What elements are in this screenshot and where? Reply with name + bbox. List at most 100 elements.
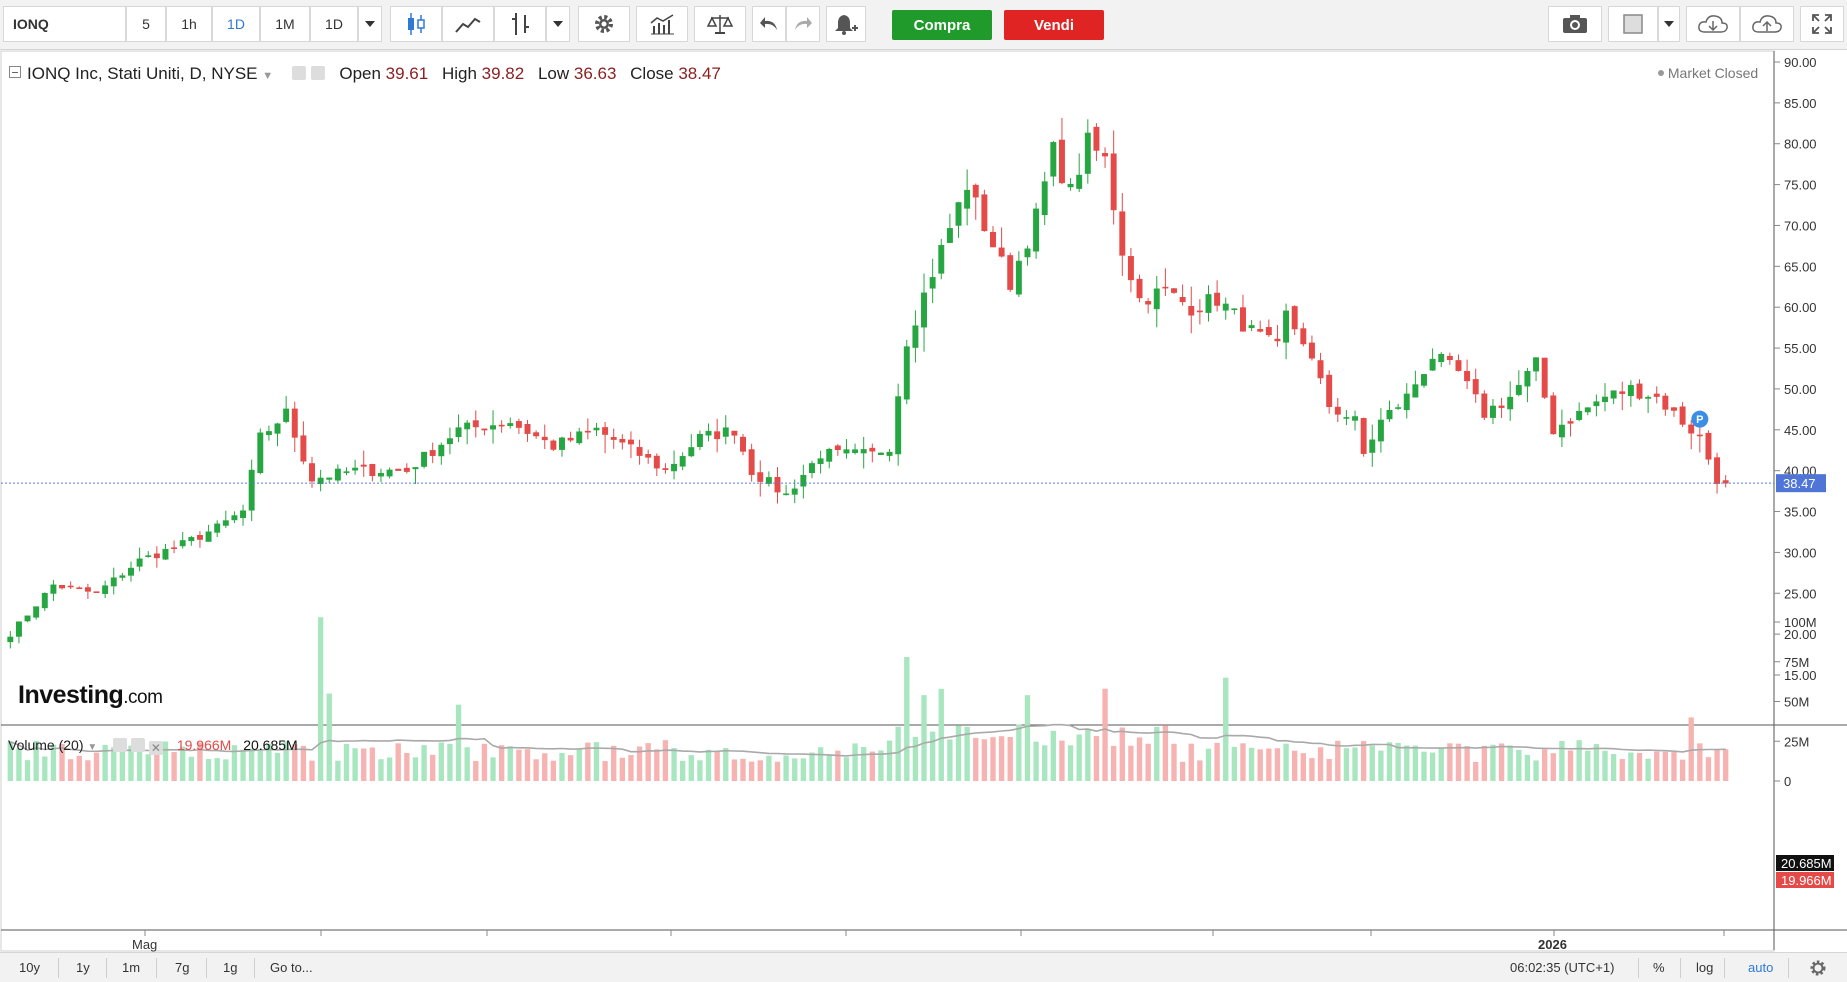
volume-bar bbox=[895, 726, 901, 781]
range-1g[interactable]: 1g bbox=[223, 960, 238, 975]
volume-bar bbox=[352, 748, 358, 781]
volume-bar bbox=[205, 758, 212, 781]
volume-bar bbox=[1042, 745, 1048, 781]
candle-body bbox=[524, 423, 531, 434]
visibility-icon[interactable] bbox=[291, 66, 306, 80]
candle-body bbox=[507, 423, 514, 426]
indicators-dropdown[interactable] bbox=[546, 6, 570, 42]
template-button[interactable] bbox=[1608, 6, 1658, 42]
volume-visibility-icon[interactable] bbox=[113, 738, 128, 752]
candle-body bbox=[50, 584, 57, 594]
candle-body bbox=[1153, 288, 1160, 310]
auto-toggle[interactable]: auto bbox=[1748, 960, 1774, 975]
volume-bar bbox=[93, 752, 100, 781]
candles-button[interactable] bbox=[390, 6, 442, 42]
volume-close-icon[interactable]: ✕ bbox=[148, 741, 163, 755]
cloud-upload-button[interactable] bbox=[1740, 6, 1794, 42]
volume-bar bbox=[938, 688, 944, 781]
volume-bar bbox=[567, 755, 574, 781]
volume-bar bbox=[1093, 736, 1100, 781]
redo-icon bbox=[795, 17, 812, 30]
current-price-label: 38.47 bbox=[1783, 476, 1816, 491]
redo-button[interactable] bbox=[786, 6, 820, 42]
title-dropdown-icon[interactable]: ▼ bbox=[262, 70, 274, 82]
price-tick-label: 80.00 bbox=[1784, 137, 1817, 152]
candle-body bbox=[472, 420, 479, 428]
cloud-download-button[interactable] bbox=[1686, 6, 1740, 42]
volume-dropdown-icon[interactable]: ▼ bbox=[87, 742, 98, 753]
candle-body bbox=[128, 567, 134, 576]
alert-button[interactable] bbox=[826, 6, 866, 42]
volume-bar bbox=[1266, 748, 1272, 781]
fullscreen-button[interactable] bbox=[1800, 6, 1844, 42]
symbol-input[interactable]: IONQ bbox=[3, 6, 126, 42]
volume-badge-label: 19.966M bbox=[1781, 873, 1832, 888]
volume-bar bbox=[1438, 747, 1444, 781]
percent-toggle[interactable]: % bbox=[1653, 960, 1665, 975]
gear-icon[interactable] bbox=[1809, 959, 1827, 977]
volume-bar bbox=[1223, 677, 1229, 781]
range-10y[interactable]: 10y bbox=[19, 960, 40, 975]
interval-dropdown[interactable] bbox=[358, 6, 382, 42]
candle-body bbox=[1127, 256, 1134, 281]
line-chart-button[interactable] bbox=[442, 6, 494, 42]
buy-button[interactable]: Compra bbox=[892, 10, 992, 40]
chart-title[interactable]: IONQ Inc, Stati Uniti, D, NYSE bbox=[27, 64, 258, 83]
volume-bar bbox=[1550, 753, 1556, 781]
candle-body bbox=[1524, 370, 1531, 387]
volume-bar bbox=[1636, 753, 1643, 781]
volume-bar bbox=[1343, 748, 1350, 781]
screenshot-button[interactable] bbox=[1548, 6, 1602, 42]
volume-title[interactable]: Volume (20) bbox=[8, 737, 84, 753]
price-chart[interactable]: 90.00 85.00 80.00 75.00 70.00 65.00 60.00 55.00… bbox=[0, 50, 1847, 952]
interval-5[interactable]: 5 bbox=[126, 6, 166, 42]
settings-button[interactable] bbox=[578, 6, 630, 42]
volume-bar bbox=[1145, 743, 1151, 781]
candle-body bbox=[1489, 405, 1496, 418]
price-tick-label: 35.00 bbox=[1784, 505, 1817, 520]
volume-bar bbox=[800, 758, 807, 781]
volume-bar bbox=[1516, 749, 1522, 781]
range-7g[interactable]: 7g bbox=[175, 960, 190, 975]
volume-bar bbox=[576, 748, 582, 781]
volume-bar bbox=[645, 743, 651, 781]
compare-button[interactable] bbox=[694, 6, 746, 42]
line-chart-icon bbox=[455, 17, 481, 33]
undo-button[interactable] bbox=[752, 6, 786, 42]
volume-bar bbox=[67, 759, 74, 781]
low-label: Low bbox=[537, 64, 570, 83]
indicators-button[interactable] bbox=[494, 6, 546, 42]
volume-bar bbox=[1533, 760, 1539, 781]
price-tick-label: 45.00 bbox=[1784, 423, 1817, 438]
legend-settings-icon[interactable] bbox=[310, 66, 325, 80]
range-1y[interactable]: 1y bbox=[76, 960, 90, 975]
volume-settings-icon[interactable] bbox=[131, 738, 146, 752]
volume-bar bbox=[1274, 748, 1281, 781]
template-dropdown[interactable] bbox=[1658, 6, 1680, 42]
candle-body bbox=[955, 202, 962, 226]
volume-bar bbox=[447, 743, 453, 781]
collapse-icon[interactable] bbox=[9, 66, 21, 78]
log-toggle[interactable]: log bbox=[1696, 960, 1714, 975]
candle-body bbox=[360, 464, 367, 467]
range-1m[interactable]: 1m bbox=[122, 960, 141, 975]
volume-bar bbox=[585, 742, 591, 781]
studies-button[interactable] bbox=[636, 6, 688, 42]
candle-body bbox=[240, 510, 247, 518]
volume-bar bbox=[1490, 744, 1496, 781]
interval-1d-custom[interactable]: 1D bbox=[310, 6, 358, 42]
interval-1d[interactable]: 1D bbox=[212, 6, 260, 42]
price-tick-label: 30.00 bbox=[1784, 545, 1817, 560]
volume-bar bbox=[912, 736, 919, 781]
event-marker[interactable] bbox=[1691, 410, 1709, 428]
candle-body bbox=[265, 431, 272, 435]
volume-bar bbox=[1404, 745, 1410, 781]
candle-body bbox=[1421, 374, 1427, 386]
goto-button[interactable]: Go to... bbox=[270, 960, 313, 975]
sell-button[interactable]: Vendi bbox=[1004, 10, 1104, 40]
interval-1h[interactable]: 1h bbox=[166, 6, 212, 42]
camera-icon bbox=[1563, 15, 1587, 33]
volume-bar bbox=[1412, 745, 1419, 781]
candle-body bbox=[817, 458, 824, 464]
interval-1m[interactable]: 1M bbox=[260, 6, 310, 42]
